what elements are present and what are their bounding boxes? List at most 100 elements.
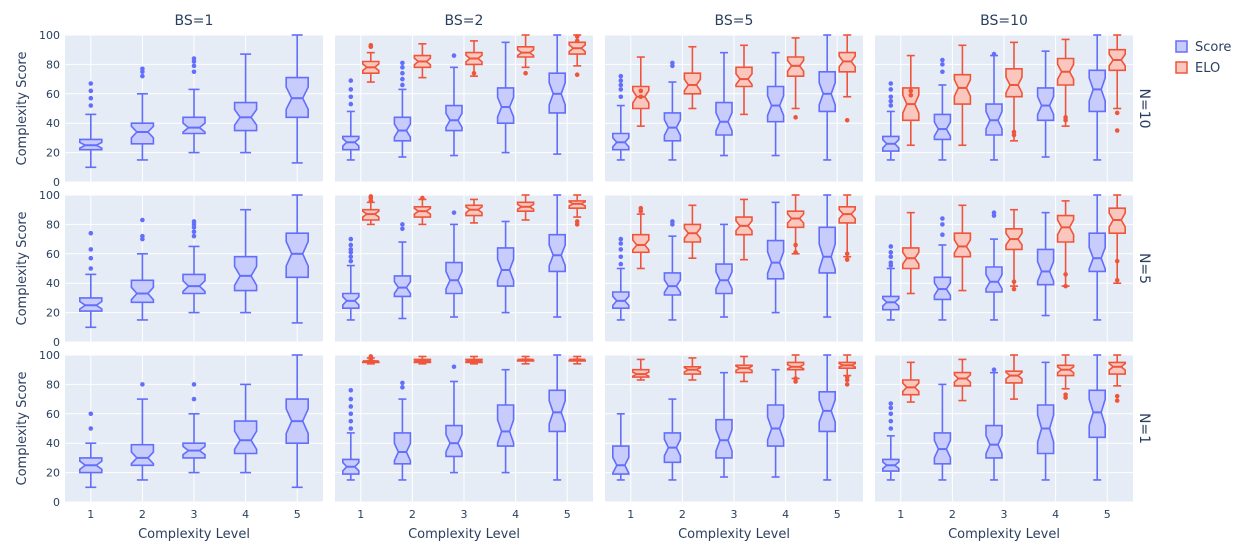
score-outlier-point: [618, 261, 624, 267]
elo-box: [683, 72, 702, 95]
score-box: [445, 424, 463, 458]
panel-N=10-BS=5: [605, 34, 863, 183]
score-box: [1088, 69, 1106, 113]
x-tick-label: 1: [897, 508, 904, 521]
score-outlier-point: [348, 411, 354, 417]
score-box: [548, 389, 567, 433]
elo-box: [953, 73, 972, 105]
score-outlier-point: [140, 233, 145, 239]
score-box: [233, 255, 258, 292]
score-outlier-point: [140, 382, 145, 387]
panel-N=1-BS=1: [65, 354, 323, 503]
score-outlier-point: [140, 217, 145, 223]
score-outlier-point: [940, 222, 945, 227]
score-outlier-point: [888, 94, 894, 100]
x-tick-label: 1: [87, 508, 94, 521]
score-outlier-point: [940, 62, 945, 67]
x-tick-label: 2: [409, 508, 416, 521]
score-outlier-point: [940, 216, 945, 221]
score-box: [985, 266, 1003, 293]
score-outlier-point: [451, 364, 457, 370]
score-outlier-point: [888, 244, 894, 249]
score-outlier-point: [348, 404, 354, 409]
elo-outlier-point: [908, 88, 914, 94]
score-outlier-point: [670, 219, 675, 224]
elo-outlier-point: [638, 205, 644, 211]
panel-N=1-BS=2: [335, 354, 593, 503]
score-outlier-point: [348, 78, 354, 83]
score-box: [766, 85, 785, 123]
elo-outlier-point: [574, 72, 580, 77]
score-outlier-point: [888, 98, 894, 104]
score-outlier-point: [348, 418, 354, 424]
score-box: [766, 239, 785, 280]
elo-box: [1005, 370, 1023, 384]
score-outlier-point: [191, 219, 197, 224]
score-outlier-point: [88, 88, 94, 94]
panel-N=10-BS=1: [65, 34, 323, 183]
score-outlier-point: [991, 367, 997, 373]
score-box: [548, 233, 567, 273]
elo-outlier-point: [1011, 129, 1017, 135]
score-box: [1088, 232, 1106, 273]
score-outlier-point: [191, 382, 197, 387]
score-outlier-point: [348, 236, 354, 242]
elo-outlier-point: [1011, 279, 1017, 285]
score-outlier-point: [88, 95, 94, 101]
score-outlier-point: [191, 56, 197, 61]
score-outlier-point: [88, 230, 94, 236]
elo-outlier-point: [638, 88, 644, 94]
panel-N=5-BS=10: [875, 194, 1133, 343]
score-outlier-point: [191, 229, 197, 235]
elo-outlier-point: [1114, 398, 1120, 403]
elo-outlier-point: [420, 195, 425, 201]
score-outlier-point: [618, 94, 624, 100]
elo-outlier-point: [1114, 277, 1120, 283]
x-tick-label: 5: [564, 508, 571, 521]
score-box: [393, 116, 412, 142]
x-tick-label: 2: [949, 508, 956, 521]
score-outlier-point: [618, 78, 624, 83]
y-tick-label: 60: [46, 88, 60, 101]
facet-col-title: BS=1: [175, 13, 214, 29]
score-outlier-point: [618, 236, 624, 242]
score-box: [445, 104, 463, 132]
elo-outlier-point: [1114, 128, 1120, 133]
score-box: [1036, 248, 1055, 286]
elo-outlier-point: [1063, 283, 1068, 289]
x-axis-label: Complexity Level: [408, 527, 520, 542]
y-tick-label: 100: [39, 349, 60, 362]
x-axis-label: Complexity Level: [948, 527, 1060, 542]
facet-col-title: BS=5: [715, 13, 754, 29]
y-tick-label: 40: [46, 277, 60, 290]
score-outlier-point: [348, 254, 354, 260]
legend-swatch-score: [1175, 40, 1188, 53]
elo-box: [1108, 361, 1126, 375]
x-tick-label: 3: [731, 508, 738, 521]
score-box: [933, 113, 952, 141]
score-outlier-point: [191, 396, 197, 402]
score-outlier-point: [940, 232, 945, 237]
elo-box: [735, 66, 753, 88]
panel-N=1-BS=10: [875, 354, 1133, 503]
score-box: [393, 275, 412, 298]
elo-outlier-point: [793, 242, 798, 248]
score-box: [285, 232, 310, 279]
elo-box: [1056, 214, 1075, 243]
score-box: [1088, 389, 1106, 439]
score-outlier-point: [618, 254, 624, 260]
score-outlier-point: [400, 380, 405, 386]
score-outlier-point: [348, 396, 354, 402]
score-box: [715, 418, 733, 459]
x-tick-label: 5: [834, 508, 841, 521]
score-outlier-point: [991, 210, 997, 215]
elo-outlier-point: [844, 251, 850, 257]
facet-row-title: N=5: [1136, 253, 1152, 284]
score-box: [611, 445, 630, 475]
x-axis-label: Complexity Level: [138, 527, 250, 542]
x-tick-label: 4: [1052, 508, 1059, 521]
score-outlier-point: [888, 250, 894, 255]
score-outlier-point: [888, 405, 894, 411]
score-outlier-point: [88, 426, 94, 431]
